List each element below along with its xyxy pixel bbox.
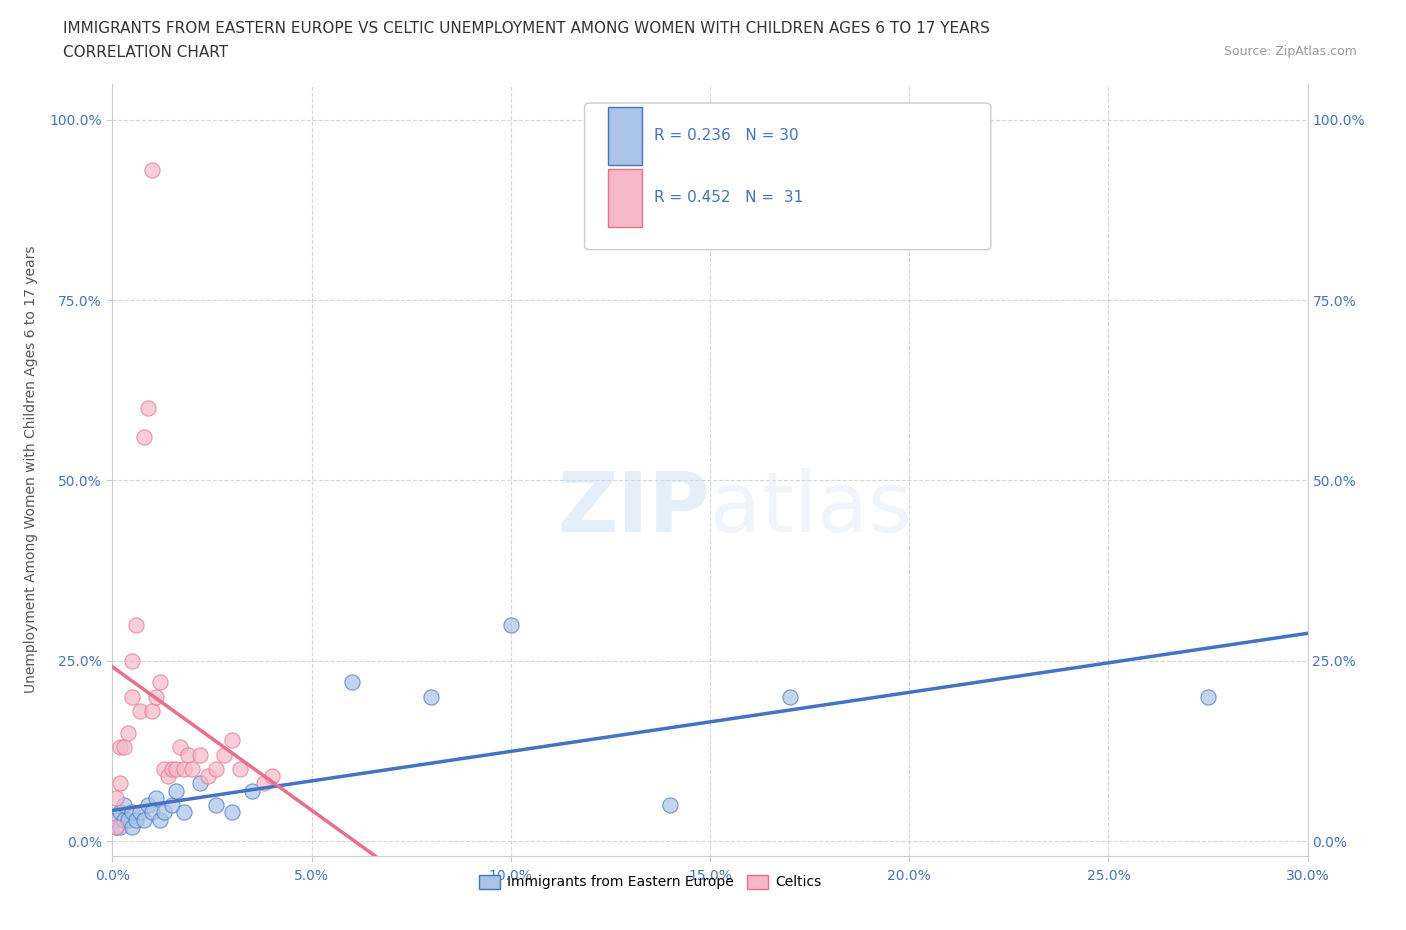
Point — [212, 747, 235, 762]
Point — [181, 762, 204, 777]
Point — [110, 804, 132, 819]
Point — [110, 819, 132, 834]
Point — [499, 618, 522, 632]
Text: IMMIGRANTS FROM EASTERN EUROPE VS CELTIC UNEMPLOYMENT AMONG WOMEN WITH CHILDREN : IMMIGRANTS FROM EASTERN EUROPE VS CELTIC… — [63, 21, 990, 36]
Point — [188, 776, 211, 790]
Point — [260, 769, 283, 784]
Point — [221, 804, 243, 819]
Point — [117, 725, 139, 740]
Point — [153, 762, 176, 777]
Text: CORRELATION CHART: CORRELATION CHART — [63, 45, 228, 60]
FancyBboxPatch shape — [609, 168, 643, 227]
Point — [340, 675, 363, 690]
Legend: Immigrants from Eastern Europe, Celtics: Immigrants from Eastern Europe, Celtics — [474, 869, 827, 895]
Point — [162, 762, 183, 777]
Point — [145, 689, 167, 704]
Point — [153, 804, 176, 819]
Point — [121, 654, 143, 669]
Point — [659, 798, 682, 813]
Point — [149, 675, 172, 690]
Point — [105, 790, 128, 805]
Point — [105, 819, 128, 834]
Point — [134, 430, 156, 445]
Point — [145, 790, 167, 805]
Point — [110, 740, 132, 755]
Point — [114, 812, 135, 827]
Text: R = 0.452   N =  31: R = 0.452 N = 31 — [654, 190, 803, 205]
Point — [205, 798, 228, 813]
Point — [229, 762, 252, 777]
Point — [169, 740, 191, 755]
Text: Source: ZipAtlas.com: Source: ZipAtlas.com — [1223, 45, 1357, 58]
Point — [125, 618, 148, 632]
Point — [105, 812, 128, 827]
Text: atlas: atlas — [710, 468, 911, 549]
Point — [165, 762, 187, 777]
Point — [173, 804, 195, 819]
Point — [420, 689, 443, 704]
Point — [141, 804, 163, 819]
Point — [188, 747, 211, 762]
Point — [138, 798, 160, 813]
Point — [141, 704, 163, 719]
Point — [141, 163, 163, 178]
Point — [121, 689, 143, 704]
Point — [165, 783, 187, 798]
Point — [779, 689, 801, 704]
Text: R = 0.236   N = 30: R = 0.236 N = 30 — [654, 128, 799, 143]
Point — [114, 798, 135, 813]
Point — [134, 812, 156, 827]
Point — [117, 812, 139, 827]
Point — [177, 747, 200, 762]
Point — [205, 762, 228, 777]
Point — [197, 769, 219, 784]
Point — [240, 783, 263, 798]
Point — [114, 740, 135, 755]
FancyBboxPatch shape — [585, 103, 991, 249]
Point — [157, 769, 180, 784]
Point — [121, 804, 143, 819]
Point — [125, 812, 148, 827]
Point — [129, 704, 152, 719]
Point — [149, 812, 172, 827]
Point — [1197, 689, 1219, 704]
Point — [221, 733, 243, 748]
Point — [173, 762, 195, 777]
FancyBboxPatch shape — [609, 107, 643, 165]
Point — [105, 819, 128, 834]
Point — [138, 401, 160, 416]
Point — [121, 819, 143, 834]
Point — [129, 804, 152, 819]
Point — [110, 776, 132, 790]
Point — [253, 776, 276, 790]
Y-axis label: Unemployment Among Women with Children Ages 6 to 17 years: Unemployment Among Women with Children A… — [24, 246, 38, 694]
Text: ZIP: ZIP — [558, 468, 710, 549]
Point — [162, 798, 183, 813]
